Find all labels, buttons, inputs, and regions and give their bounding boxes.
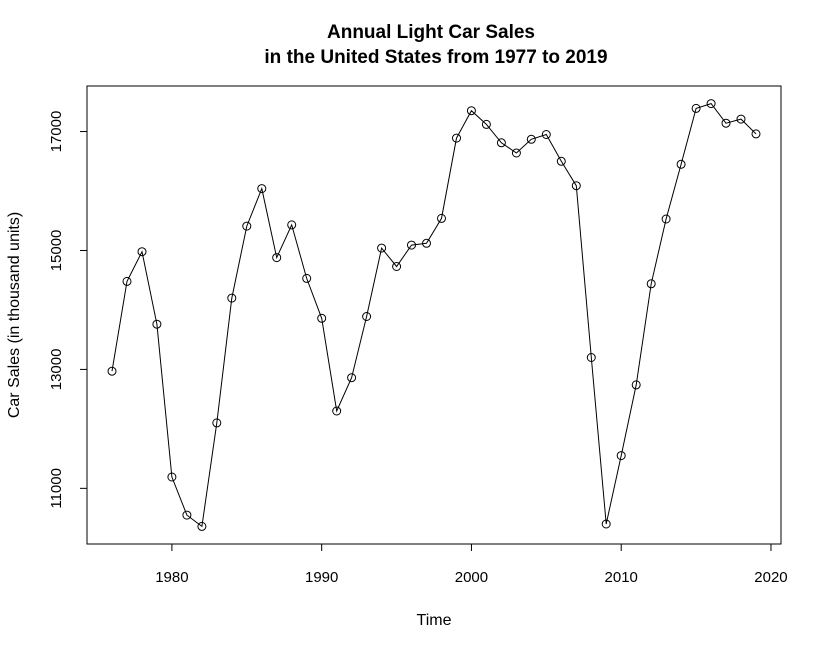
y-tick-label: 13000 xyxy=(48,349,65,391)
data-point xyxy=(377,243,387,253)
y-axis: 11000 13000 15000 17000 xyxy=(48,111,88,509)
x-axis-label: Time xyxy=(417,612,452,629)
data-point xyxy=(152,319,162,329)
data-point xyxy=(466,106,476,116)
data-point xyxy=(541,130,551,139)
data-point xyxy=(751,129,761,139)
x-tick-label: 2020 xyxy=(754,569,787,586)
data-point xyxy=(571,181,581,191)
data-point xyxy=(616,451,626,461)
chart-title: Annual Light Car Sales xyxy=(327,22,535,43)
data-point xyxy=(706,99,716,109)
data-point xyxy=(601,519,611,529)
data-point xyxy=(122,276,132,286)
x-tick-label: 1990 xyxy=(305,569,338,586)
data-point xyxy=(586,353,596,362)
data-point xyxy=(332,406,342,416)
data-point xyxy=(107,366,117,376)
data-point xyxy=(272,253,282,263)
data-point xyxy=(302,273,312,283)
y-tick-label: 11000 xyxy=(48,468,65,509)
data-point xyxy=(137,247,147,257)
series-line xyxy=(111,103,757,528)
x-tick-label: 2000 xyxy=(455,569,488,586)
data-point xyxy=(676,159,686,169)
data-point xyxy=(182,510,192,520)
data-points xyxy=(107,99,761,531)
data-point xyxy=(736,114,746,124)
y-tick-label: 17000 xyxy=(48,111,65,153)
data-point xyxy=(721,118,731,128)
data-point xyxy=(287,220,297,230)
data-point xyxy=(452,133,461,143)
data-point xyxy=(197,521,207,531)
data-point xyxy=(631,380,641,390)
data-point xyxy=(556,156,566,166)
x-tick-label: 2010 xyxy=(605,569,638,586)
plot-frame xyxy=(86,85,782,545)
data-point xyxy=(481,119,491,129)
data-point xyxy=(691,103,701,113)
data-point xyxy=(437,213,446,223)
data-point xyxy=(227,293,237,303)
data-point xyxy=(212,418,222,428)
x-axis: 1980 1990 2000 2010 2020 xyxy=(155,543,788,586)
data-point xyxy=(242,221,252,231)
y-tick-label: 15000 xyxy=(48,230,65,272)
data-point xyxy=(661,214,671,224)
data-point xyxy=(317,313,327,323)
y-axis-label: Car Sales (in thousand units) xyxy=(6,212,23,418)
data-point xyxy=(526,134,536,144)
data-point xyxy=(362,312,372,321)
data-point xyxy=(646,279,656,289)
data-point xyxy=(257,184,267,194)
data-point xyxy=(496,138,506,148)
data-point xyxy=(407,240,416,250)
data-point xyxy=(167,472,177,482)
x-tick-label: 1980 xyxy=(155,569,188,586)
data-point xyxy=(392,262,402,271)
data-point xyxy=(511,148,521,158)
data-point xyxy=(347,373,357,383)
chart-subtitle: in the United States from 1977 to 2019 xyxy=(264,47,607,68)
data-point xyxy=(422,238,431,248)
